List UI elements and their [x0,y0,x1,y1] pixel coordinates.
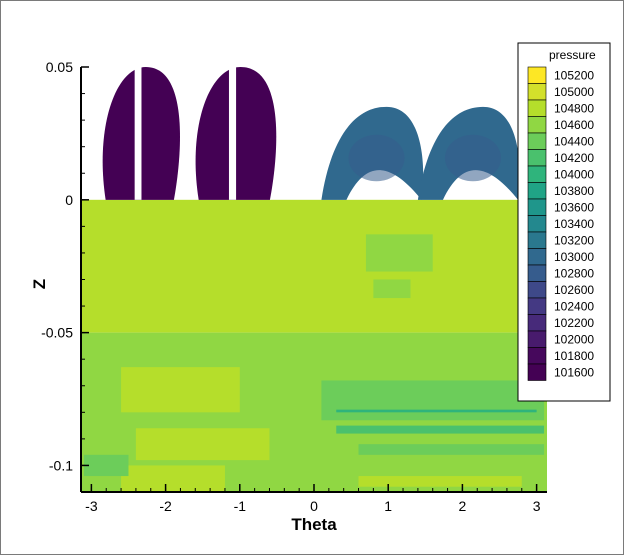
legend-label: 105000 [554,85,594,99]
x-tick-label: 2 [459,498,467,514]
legend-label: 103600 [554,200,594,214]
legend-label: 101800 [554,349,594,363]
legend-label: 103400 [554,217,594,231]
legend-swatch [527,281,547,299]
contour-patch [121,367,240,413]
legend-label: 103000 [554,250,594,264]
legend-swatch [527,99,547,117]
legend-swatch [527,66,547,84]
x-tick-label: 1 [384,498,392,514]
legend-label: 105200 [554,68,594,82]
y-tick-label: 0 [65,192,73,208]
legend-swatch [527,297,547,315]
x-tick-label: -1 [234,498,247,514]
x-tick-label: -2 [159,498,172,514]
y-tick-label: -0.05 [41,325,73,341]
y-tick-label: 0.05 [46,59,73,75]
legend-label: 104400 [554,134,594,148]
contour-patch [336,425,545,434]
legend-label: 104200 [554,151,594,165]
legend-label: 103200 [554,233,594,247]
legend-swatch [527,248,547,266]
x-tick-label: 3 [533,498,541,514]
blade-pressure-core [348,134,405,182]
legend-swatch [527,231,547,249]
contour-patch [365,234,433,272]
blade-slit [134,67,142,200]
contour-patch [336,409,537,413]
axes: -3 -2 -1 0 1 2 3 0.05 0 -0.05 -0.1 [41,59,547,514]
x-tick-label: 0 [310,498,318,514]
legend-label: 102000 [554,332,594,346]
legend-label: 103800 [554,184,594,198]
legend-swatch [527,198,547,216]
y-axis-title: Z [30,279,49,289]
legend-swatch [527,116,547,134]
legend-swatch [527,264,547,282]
contour-patch [373,279,411,299]
legend-label: 104000 [554,167,594,181]
x-axis-title: Theta [291,515,337,534]
legend-label: 102800 [554,266,594,280]
legend-swatch [527,149,547,167]
x-tick-label: -3 [85,498,98,514]
legend-label: 102400 [554,299,594,313]
blade-pressure-core [444,134,502,182]
legend-label: 101600 [554,365,594,379]
legend-swatch [527,314,547,332]
legend-swatch [527,215,547,233]
legend-swatch [527,83,547,101]
contour-patch [321,380,545,421]
legend-label: 104600 [554,118,594,132]
contour-patch [83,454,129,477]
contour-patch [358,476,522,487]
region-upper-field [81,199,547,333]
contour-patch [135,428,270,461]
legend-swatch [527,347,547,365]
legend-swatch [527,165,547,183]
legend-title: pressure [549,48,596,62]
legend-swatch [527,132,547,150]
legend-label: 102600 [554,283,594,297]
legend-label: 102200 [554,316,594,330]
legend-swatch [527,330,547,348]
contour-patch [358,444,545,455]
legend: pressure 105200 105000 104800 104600 104400 1… [517,42,611,402]
legend-swatch [527,363,547,381]
contour-patch [121,465,225,492]
legend-swatch [527,182,547,200]
contour-field [81,67,547,492]
blade-slit [228,67,237,200]
legend-label: 104800 [554,101,594,115]
y-tick-label: -0.1 [49,457,73,473]
